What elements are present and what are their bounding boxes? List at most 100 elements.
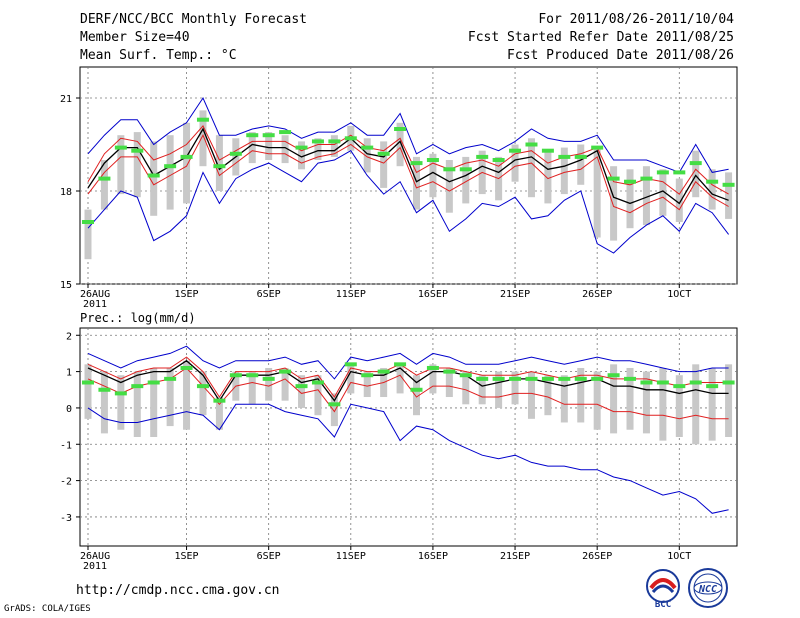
ensemble-box bbox=[626, 169, 634, 229]
ensemble-box bbox=[413, 156, 420, 210]
y-tick-label: -1 bbox=[60, 440, 72, 451]
ensemble-box bbox=[708, 367, 716, 441]
y-tick-label: 18 bbox=[60, 187, 72, 198]
y-tick-label: 21 bbox=[60, 94, 72, 105]
series-min bbox=[87, 403, 729, 514]
ensemble-box bbox=[462, 156, 470, 204]
x-tick-label: 6SEP bbox=[257, 289, 281, 300]
series-mean bbox=[87, 359, 729, 402]
x-tick-label: 11SEP bbox=[336, 289, 366, 300]
x-tick-label: 26AUG bbox=[80, 551, 110, 562]
y-tick-label: 1 bbox=[66, 368, 72, 379]
series-max bbox=[87, 345, 729, 380]
svg-text:BCC: BCC bbox=[655, 600, 671, 610]
x-tick-label: 26AUG bbox=[80, 289, 110, 300]
ensemble-box bbox=[100, 160, 108, 210]
ensemble-box bbox=[560, 147, 568, 195]
fcst-produced-date: Fcst Produced Date 2011/08/26 bbox=[507, 48, 734, 63]
ensemble-box bbox=[675, 178, 683, 222]
member-size: Member Size=40 bbox=[80, 30, 190, 45]
ensemble-box bbox=[708, 169, 716, 210]
x-tick-label: 21SEP bbox=[500, 551, 530, 562]
ensemble-box bbox=[298, 375, 306, 408]
ensemble-box bbox=[314, 138, 322, 160]
ensemble-box bbox=[330, 393, 338, 427]
ncc-logo: NCC bbox=[686, 566, 730, 610]
x-tick-label: 26SEP bbox=[582, 551, 612, 562]
x-tick-label: 11SEP bbox=[336, 551, 366, 562]
ensemble-box bbox=[363, 138, 371, 173]
ensemble-box bbox=[659, 367, 667, 441]
y-tick-label: -3 bbox=[60, 513, 72, 524]
ensemble-box bbox=[593, 371, 601, 430]
ensemble-box bbox=[183, 122, 191, 204]
ensemble-box bbox=[642, 371, 650, 434]
ensemble-box bbox=[544, 150, 552, 204]
x-tick-label: 1SEP bbox=[175, 289, 199, 300]
y-tick-label: 0 bbox=[66, 404, 72, 415]
ensemble-box bbox=[478, 375, 486, 405]
ensemble-box bbox=[544, 375, 552, 416]
x-tick-sublabel: 2011 bbox=[83, 561, 107, 572]
ensemble-box bbox=[215, 135, 223, 191]
ensemble-box bbox=[166, 135, 174, 210]
svg-text:NCC: NCC bbox=[698, 584, 717, 595]
source-url[interactable]: http://cmdp.ncc.cma.gov.cn bbox=[76, 583, 280, 598]
chart-title: DERF/NCC/BCC Monthly Forecast bbox=[80, 12, 307, 27]
ensemble-box bbox=[396, 364, 404, 394]
ensemble-box bbox=[133, 132, 141, 198]
ensemble-box bbox=[281, 367, 289, 401]
y-tick-label: 15 bbox=[60, 280, 72, 291]
x-tick-label: 16SEP bbox=[418, 551, 448, 562]
series-mean bbox=[87, 127, 729, 205]
ensemble-box bbox=[199, 371, 207, 416]
ensemble-box bbox=[117, 375, 125, 430]
ensemble-box bbox=[248, 371, 256, 405]
ensemble-box bbox=[692, 150, 700, 198]
ensemble-box bbox=[183, 360, 191, 430]
plot-frame bbox=[79, 66, 738, 285]
fcst-started-date: Fcst Started Refer Date 2011/08/25 bbox=[467, 30, 734, 45]
ensemble-box bbox=[577, 367, 585, 423]
ensemble-box bbox=[150, 141, 158, 216]
ensemble-box bbox=[248, 132, 256, 164]
ensemble-box bbox=[117, 135, 125, 195]
x-tick-label: 21SEP bbox=[500, 289, 530, 300]
x-tick-label: 1SEP bbox=[175, 551, 199, 562]
ensemble-box bbox=[330, 135, 338, 157]
x-tick-label: 26SEP bbox=[582, 289, 612, 300]
ensemble-box bbox=[84, 364, 92, 419]
plot-frame bbox=[79, 327, 738, 547]
ensemble-box bbox=[133, 371, 141, 437]
ensemble-box bbox=[100, 371, 108, 434]
series-p25 bbox=[87, 367, 729, 420]
ensemble-box bbox=[281, 135, 289, 164]
y-tick-label: -2 bbox=[60, 477, 72, 488]
x-tick-sublabel: 2011 bbox=[83, 299, 107, 310]
ensemble-box bbox=[314, 375, 322, 416]
grads-credit: GrADS: COLA/IGES bbox=[4, 604, 91, 614]
panel-title: Prec.: log(mm/d) bbox=[80, 311, 196, 325]
ensemble-box bbox=[527, 371, 535, 419]
ensemble-box bbox=[642, 166, 650, 226]
ensemble-box bbox=[166, 367, 174, 427]
ensemble-box bbox=[610, 364, 618, 434]
ensemble-box bbox=[462, 371, 470, 405]
ensemble-box bbox=[429, 153, 437, 198]
ensemble-box bbox=[593, 147, 601, 238]
ensemble-box bbox=[413, 375, 420, 416]
ensemble-box bbox=[511, 144, 519, 182]
ensemble-box bbox=[610, 166, 618, 241]
ensemble-box bbox=[692, 364, 700, 445]
ensemble-box bbox=[429, 364, 437, 394]
ensemble-box bbox=[560, 375, 568, 423]
ensemble-box bbox=[511, 371, 519, 405]
ensemble-box bbox=[659, 169, 667, 216]
ensemble-box bbox=[626, 367, 634, 430]
ensemble-box bbox=[150, 367, 158, 437]
ensemble-box bbox=[445, 160, 453, 213]
ensemble-box bbox=[298, 141, 306, 170]
